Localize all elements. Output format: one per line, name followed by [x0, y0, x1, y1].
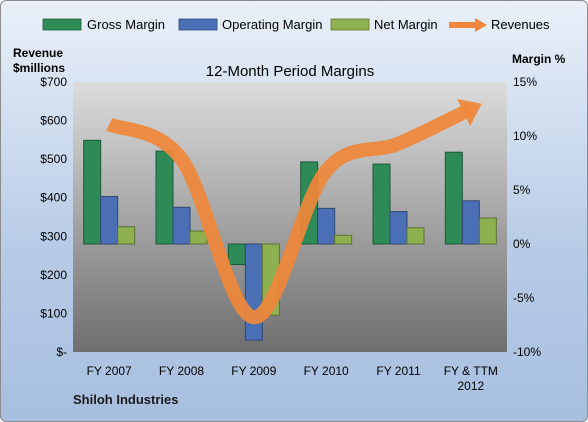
left-tick-label: $400: [40, 191, 67, 205]
category-label: FY 2010: [304, 364, 349, 378]
bar-net-margin: [478, 217, 497, 245]
company-name: Shiloh Industries: [73, 392, 178, 407]
left-axis-label-line2: $millions: [13, 61, 65, 75]
revenue-line: [106, 98, 482, 325]
revenue-arrowhead: [457, 98, 482, 126]
bar-gross-margin: [444, 151, 463, 245]
bar-operating-margin: [389, 211, 408, 245]
bar-gross-margin: [155, 150, 174, 245]
left-tick-label: $100: [40, 306, 67, 320]
bar-net-margin: [334, 234, 353, 245]
bar-net-margin: [189, 230, 208, 245]
left-tick-label: $-: [56, 345, 67, 359]
bar-operating-margin: [244, 243, 263, 341]
left-axis-label-line1: Revenue: [13, 46, 63, 60]
right-tick-label: -5%: [513, 291, 535, 305]
category-label: FY 2011: [376, 364, 421, 378]
right-tick-label: 15%: [513, 75, 537, 89]
chart-title: 12-Month Period Margins: [206, 63, 374, 80]
legend-label-gross-margin: Gross Margin: [87, 17, 165, 32]
bar-operating-margin: [100, 195, 119, 245]
left-tick-label: $500: [40, 152, 67, 166]
bar-gross-margin: [227, 243, 246, 266]
right-tick-label: 5%: [513, 183, 531, 197]
category-label: FY 2009: [231, 364, 276, 378]
left-tick-label: $300: [40, 229, 67, 243]
right-axis-label: Margin %: [512, 52, 566, 66]
legend: Gross Margin Operating Margin Net Margin…: [42, 17, 550, 32]
bar-net-margin: [406, 227, 425, 245]
left-tick-label: $200: [40, 268, 67, 282]
left-tick-label: $600: [40, 114, 67, 128]
bar-operating-margin: [172, 206, 191, 245]
legend-swatch-operating-margin: [178, 18, 218, 31]
legend-label-net-margin: Net Margin: [374, 17, 438, 32]
legend-swatch-net-margin: [330, 18, 370, 31]
bar-gross-margin: [372, 163, 391, 245]
bar-operating-margin: [461, 200, 480, 245]
revenue-line-path: [106, 102, 474, 325]
category-label: FY 2008: [159, 364, 204, 378]
left-tick-label: $700: [40, 75, 67, 89]
bar-gross-margin: [83, 139, 102, 245]
legend-label-revenues: Revenues: [491, 17, 550, 32]
legend-label-operating-margin: Operating Margin: [222, 17, 322, 32]
bar-net-margin: [117, 226, 136, 245]
right-tick-label: 0%: [513, 237, 531, 251]
right-tick-label: 10%: [513, 129, 537, 143]
category-label: FY 2007: [87, 364, 132, 378]
category-label: FY & TTM 2012: [444, 364, 498, 393]
category-labels: FY 2007 FY 2008 FY 2009 FY 2010 FY 2011 FY & …: [87, 364, 498, 393]
legend-swatch-gross-margin: [42, 18, 82, 31]
left-axis-ticks: $- $100 $200 $300 $400 $500 $600 $700: [40, 75, 67, 359]
right-tick-label: -10%: [513, 345, 541, 359]
legend-arrowhead-revenues: [475, 18, 487, 32]
right-axis-ticks: -10% -5% 0% 5% 10% 15%: [513, 75, 541, 359]
bar-operating-margin: [317, 207, 336, 245]
